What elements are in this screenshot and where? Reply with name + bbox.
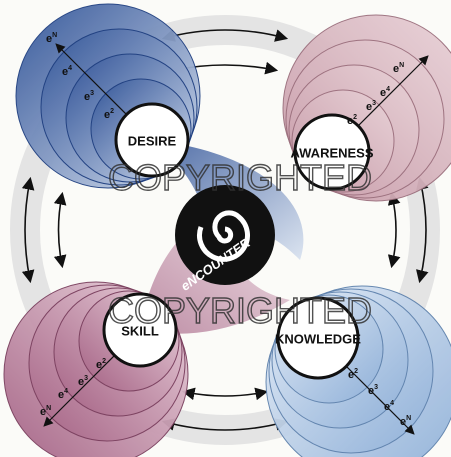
center-disc xyxy=(175,185,275,285)
node-label: DESIRE xyxy=(128,133,177,148)
watermark: COPYRIGHTED xyxy=(108,157,372,198)
watermark: COPYRIGHTED xyxy=(108,290,372,331)
node-label: KNOWLEDGE xyxy=(275,331,361,346)
diagram: DESIREeNe4e3e2AWARENESSeNe4e3e2SKILLeNe4… xyxy=(0,0,451,457)
